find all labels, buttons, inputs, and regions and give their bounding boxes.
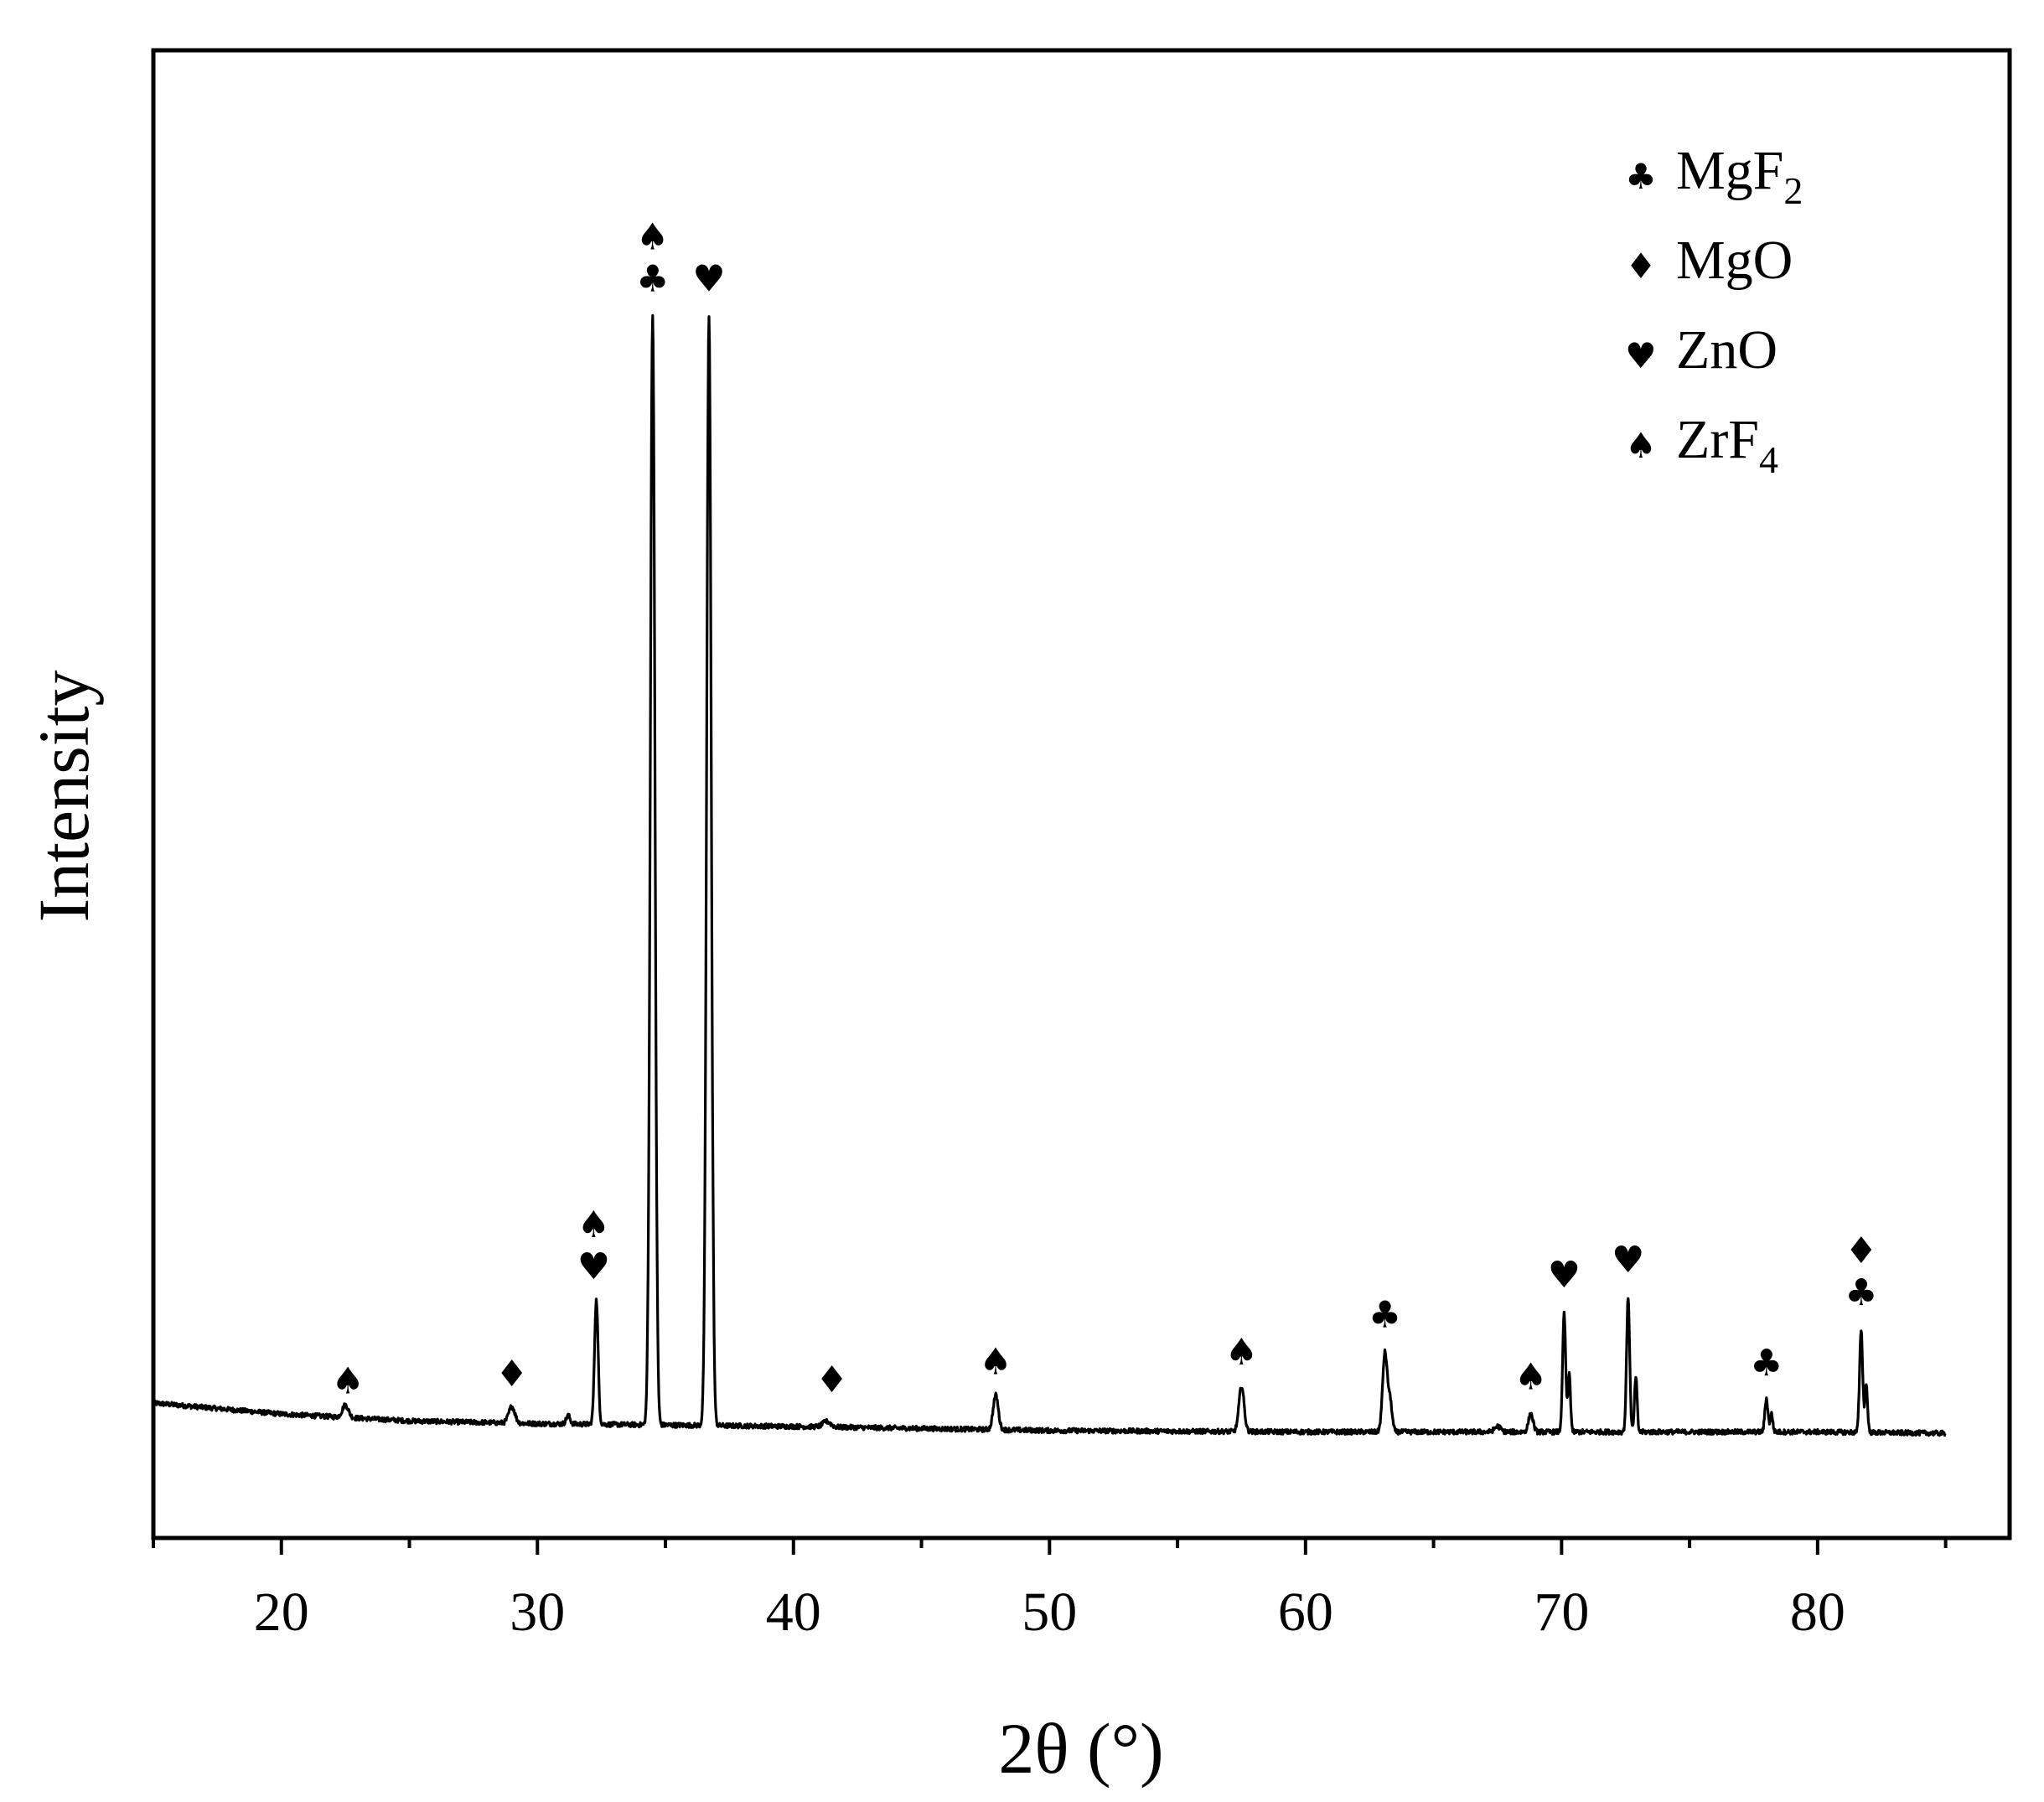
legend-marker: ♠ [1625,425,1657,466]
peak-marker: ♠ [331,1359,364,1402]
peak-marker: ♥ [1612,1239,1644,1282]
y-axis-title: Intensity [23,671,104,923]
legend-marker: ♦ [1625,246,1657,287]
x-tick-labels: 20 30 40 50 60 70 80 [254,1582,1845,1643]
legend-label: MgO [1676,230,1793,291]
x-tick-label: 70 [1534,1582,1589,1643]
x-tick-label: 80 [1790,1582,1845,1643]
peak-marker: ♠ [1514,1356,1547,1399]
peak-marker: ♠ [577,1204,610,1246]
diffraction-trace [152,313,1947,1437]
peak-annotations: ♠ ♦♥♠♣♠♥♦ ♠ ♠♣♠♥ ♥♣♣♦ [331,216,1877,1403]
peak-marker: ♠ [979,1340,1012,1383]
peak-marker: ♠ [636,216,669,259]
peak-marker: ♣ [1845,1271,1877,1314]
x-ticks [152,1538,1948,1555]
x-tick-label: 60 [1278,1582,1333,1643]
x-tick-label: 40 [766,1582,821,1643]
x-tick-label: 20 [254,1582,309,1643]
peak-marker: ♠ [1225,1331,1258,1374]
peak-marker: ♥ [577,1245,610,1288]
legend-label: MgF2 [1676,140,1803,212]
peak-marker: ♦ [495,1353,528,1396]
legend-marker: ♥ [1625,335,1657,376]
legend-marker: ♣ [1625,156,1657,197]
peak-marker: ♦ [1845,1230,1877,1272]
peak-marker: ♣ [636,258,669,301]
legend-label: ZrF4 [1676,409,1778,481]
legend-label: ZnO [1676,319,1778,381]
peak-marker: ♥ [692,258,725,301]
peak-marker: ♦ [815,1359,848,1401]
peak-marker: ♣ [1750,1342,1783,1385]
x-axis-title: 2θ (°) [998,1708,1163,1789]
x-tick-label: 30 [510,1582,565,1643]
x-tick-label: 50 [1022,1582,1077,1643]
peak-marker: ♣ [1369,1294,1401,1337]
peak-marker: ♥ [1548,1254,1581,1297]
legend: ♣ MgF2 ♦ MgO ♥ ZnO ♠ ZrF4 [1625,140,1803,481]
plot-frame [151,48,2012,1541]
